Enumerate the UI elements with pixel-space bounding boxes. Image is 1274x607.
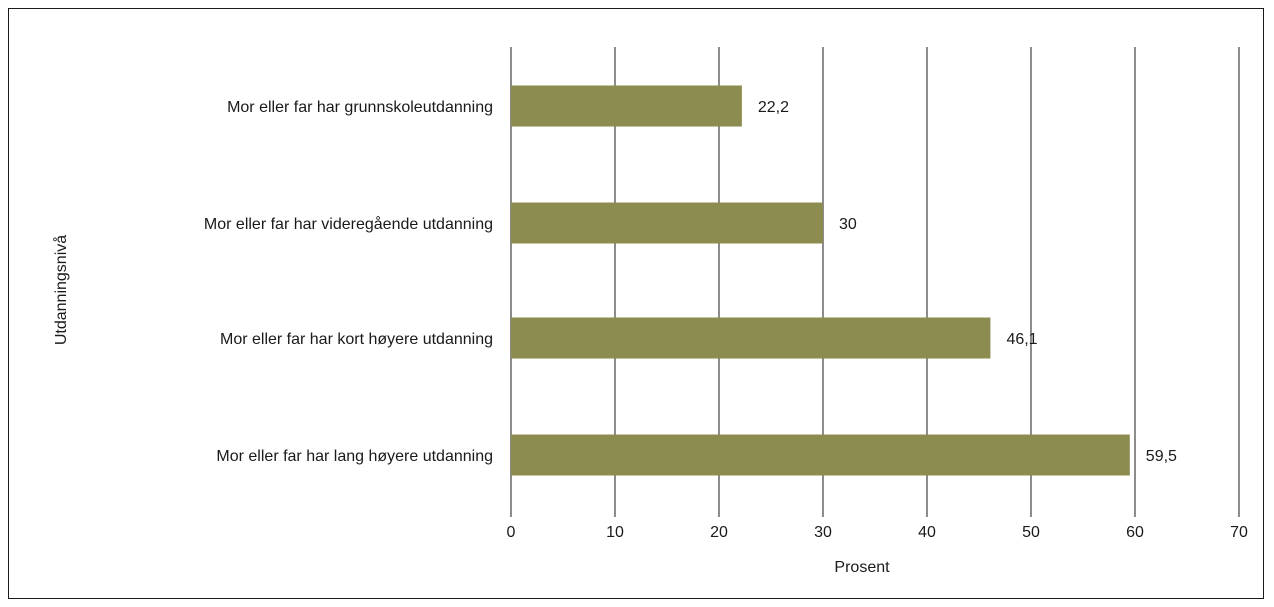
bar xyxy=(511,86,742,127)
x-tick-label: 30 xyxy=(814,524,832,541)
x-tick-label: 70 xyxy=(1230,524,1248,541)
category-labels: Mor eller far har grunnskoleutdanning Mor… xyxy=(204,99,493,465)
category-label: Mor eller far har kort høyere utdanning xyxy=(220,331,493,348)
x-tick-label: 60 xyxy=(1126,524,1144,541)
data-label: 46,1 xyxy=(1006,331,1037,348)
bar xyxy=(511,203,823,244)
value-labels: 22,2 30 46,1 59,5 xyxy=(758,99,1177,465)
x-tick-label: 0 xyxy=(507,524,516,541)
category-label: Mor eller far har videregående utdanning xyxy=(204,215,493,233)
data-label: 30 xyxy=(839,216,857,233)
x-tick-labels: 0 10 20 30 40 50 60 70 xyxy=(507,524,1248,541)
data-label: 59,5 xyxy=(1146,448,1177,465)
x-tick-label: 50 xyxy=(1022,524,1040,541)
bars xyxy=(511,86,1130,476)
x-tick-label: 20 xyxy=(710,524,728,541)
y-axis-label: Utdanningsnivå xyxy=(52,235,70,345)
category-label: Mor eller far har grunnskoleutdanning xyxy=(227,99,493,116)
x-tick-label: 40 xyxy=(918,524,936,541)
bar xyxy=(511,435,1130,476)
x-tick-label: 10 xyxy=(606,524,624,541)
category-label: Mor eller far har lang høyere utdanning xyxy=(216,448,493,465)
bar xyxy=(511,318,990,359)
data-label: 22,2 xyxy=(758,99,789,116)
x-axis-label: Prosent xyxy=(834,559,890,576)
